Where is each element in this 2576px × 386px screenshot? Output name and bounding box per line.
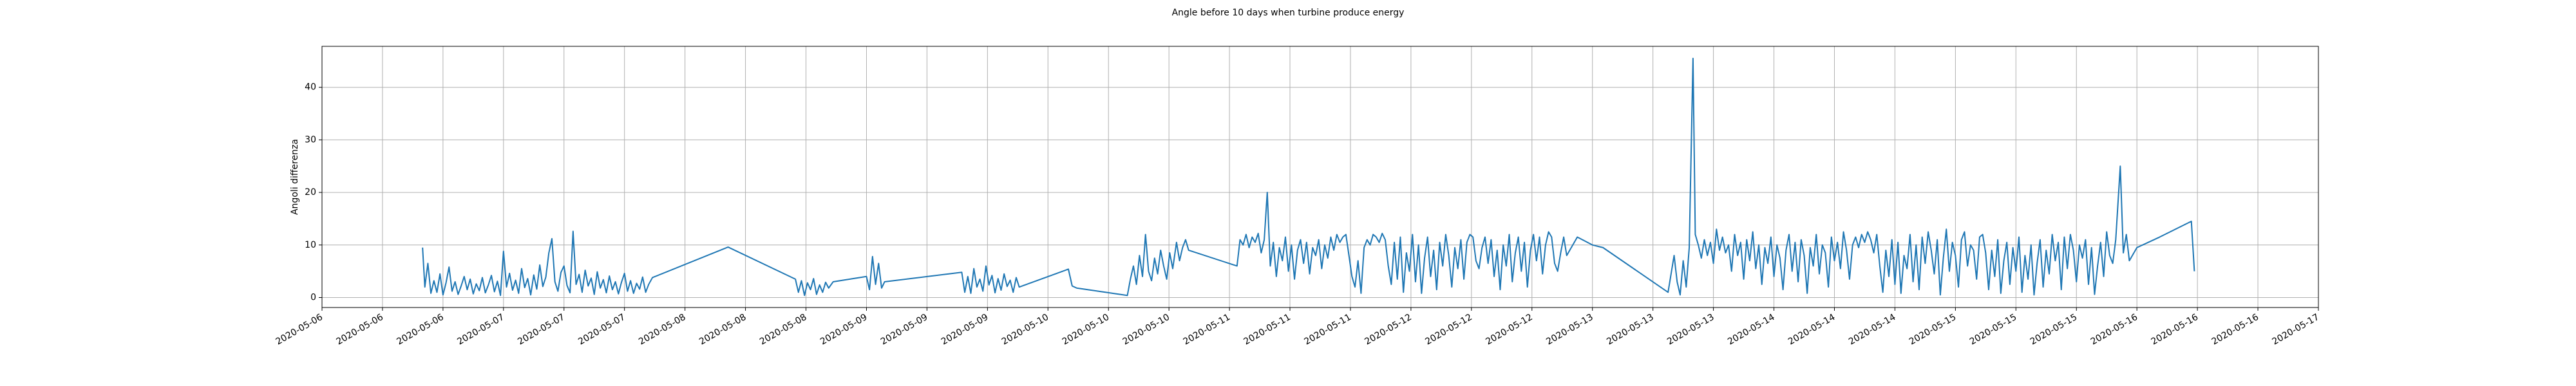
y-tick-label: 0: [310, 292, 316, 302]
y-axis-label: Angoli differenza: [290, 139, 300, 215]
y-tick-label: 20: [305, 187, 316, 198]
y-tick-label: 40: [305, 82, 316, 93]
y-tick-label: 30: [305, 134, 316, 145]
data-line: [422, 57, 2195, 297]
chart-title: Angle before 10 days when turbine produc…: [1172, 8, 1405, 18]
y-tick-label: 10: [305, 240, 316, 250]
plot-frame: [321, 46, 2319, 308]
